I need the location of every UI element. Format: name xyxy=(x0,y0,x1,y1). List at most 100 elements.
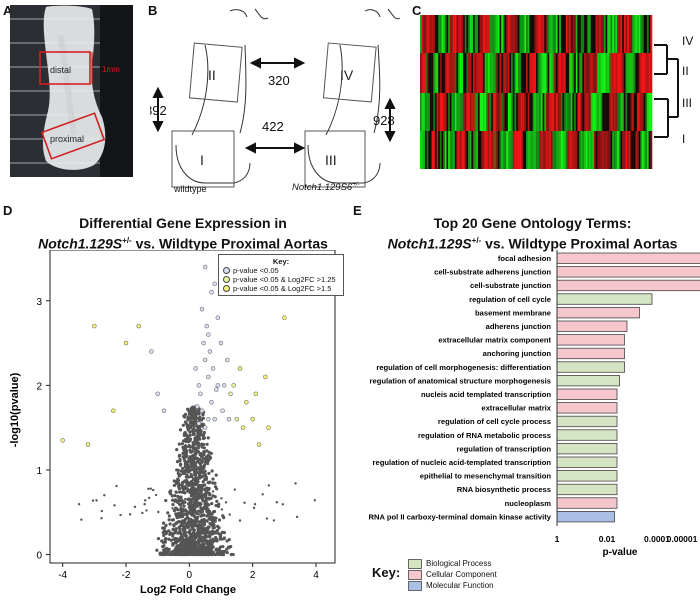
volcano-point-bg xyxy=(179,469,184,473)
volcano-point-bg xyxy=(222,531,226,535)
go-term-label: RNA biosynthetic process xyxy=(457,485,551,494)
volcano-point-bg xyxy=(198,462,202,466)
volcano-key-item-2: p-value <0.05 & Log2FC >1.25 xyxy=(233,275,336,284)
volcano-point xyxy=(240,425,246,430)
volcano-point-bg xyxy=(180,442,185,446)
heatmap-cell xyxy=(484,131,487,169)
volcano-point xyxy=(199,306,205,312)
heatmap-cell xyxy=(429,93,432,131)
heatmap-cell xyxy=(494,131,497,169)
go-term-label: nucleoplasm xyxy=(505,499,552,508)
heatmap-cell xyxy=(579,53,582,93)
heatmap-cell xyxy=(509,53,512,93)
key-dot-2 xyxy=(223,276,230,283)
heatmap-cell xyxy=(499,93,502,131)
heatmap-cell xyxy=(550,53,553,93)
volcano-point-bg xyxy=(183,420,188,424)
heatmap-cell xyxy=(579,15,582,53)
heatmap-cell xyxy=(420,93,422,131)
heatmap-cell xyxy=(434,15,437,53)
volcano-point-bg xyxy=(128,513,132,516)
volcano-point-bg xyxy=(164,550,169,554)
heatmap-cell xyxy=(501,53,504,93)
volcano-point-bg xyxy=(295,515,299,519)
heatmap-cell xyxy=(448,93,451,131)
volcano-point-bg xyxy=(185,407,190,411)
heatmap-cell xyxy=(491,15,494,53)
heatmap-cell xyxy=(564,15,567,53)
heatmap-cell xyxy=(637,131,640,169)
volcano-point-bg xyxy=(185,423,189,427)
heatmap-cell xyxy=(449,53,452,93)
region-label-iv: IV xyxy=(340,67,354,83)
volcano-point-bg xyxy=(221,552,225,556)
volcano-point-bg xyxy=(214,548,218,552)
heatmap-cell xyxy=(635,93,638,131)
volcano-y-tick-label: 0 xyxy=(36,551,42,562)
heatmap-cell xyxy=(492,15,495,53)
heatmap-cell xyxy=(517,131,520,169)
volcano-point-bg xyxy=(100,509,104,513)
heatmap-cell xyxy=(519,53,522,93)
heatmap-cell xyxy=(648,53,651,93)
heatmap-cell xyxy=(529,53,532,93)
mutant-label: Notch1.129S6+/- xyxy=(292,182,360,194)
heatmap-cell xyxy=(489,53,492,93)
heatmap-cell xyxy=(436,131,439,169)
heatmap-cell xyxy=(600,53,603,93)
go-term-label: regulation of anatomical structure morph… xyxy=(370,376,551,385)
heatmap-cell xyxy=(567,131,570,169)
heatmap-cell xyxy=(625,15,628,53)
volcano-point-bg xyxy=(281,503,284,506)
heatmap-cell xyxy=(552,15,555,53)
region-box-ii xyxy=(188,42,243,103)
volcano-point-bg xyxy=(193,524,197,528)
heatmap-cell xyxy=(647,93,649,131)
volcano-point-bg xyxy=(161,540,165,544)
heatmap-cell xyxy=(527,53,530,93)
heatmap-cell xyxy=(469,93,472,131)
volcano-point-bg xyxy=(178,428,183,432)
heatmap-cell xyxy=(420,131,422,169)
heatmap-cell xyxy=(555,15,558,53)
heatmap-cell xyxy=(484,93,487,131)
heatmap-cell xyxy=(478,15,480,53)
heatmap-cell xyxy=(598,53,601,93)
heatmap-cell xyxy=(444,93,447,131)
volcano-point-bg xyxy=(213,495,217,499)
volcano-point-bg xyxy=(172,531,177,535)
heatmap-cell xyxy=(496,93,499,131)
heatmap-cell xyxy=(643,131,646,169)
heatmap-cell xyxy=(600,131,603,169)
heatmap-cell xyxy=(555,93,558,131)
heatmap-cell xyxy=(617,53,620,93)
heatmap-cell xyxy=(458,93,461,131)
volcano-point-bg xyxy=(188,455,192,459)
volcano-point-bg xyxy=(191,489,195,493)
volcano-point xyxy=(202,357,208,363)
heatmap-cell xyxy=(484,15,487,53)
heatmap-cell xyxy=(473,15,475,53)
heatmap-cell xyxy=(431,93,434,131)
count-422: 422 xyxy=(262,119,284,134)
heatmap-cell xyxy=(524,15,527,53)
heatmap-cell xyxy=(479,131,482,169)
heatmap-cell xyxy=(443,15,446,53)
heatmap-cell xyxy=(531,93,533,131)
heatmap-cell xyxy=(453,93,456,131)
volcano-point-bg xyxy=(202,549,206,553)
heatmap-cell xyxy=(519,131,522,169)
heatmap-cell xyxy=(458,53,461,93)
heatmap-cell xyxy=(532,15,535,53)
volcano-point-bg xyxy=(238,519,242,522)
heatmap-cell xyxy=(592,53,595,93)
volcano-point-bg xyxy=(187,475,191,479)
volcano-point-bg xyxy=(177,483,182,487)
go-term-label: basement membrane xyxy=(475,308,551,317)
go-x-tick-label: 0.01 xyxy=(599,534,616,544)
panel-b-schematic: II I IV III 320 892 422 928 xyxy=(150,8,401,188)
go-bar xyxy=(556,388,618,400)
heatmap-cell xyxy=(645,53,648,93)
heatmap-cell xyxy=(622,15,625,53)
heatmap-cell xyxy=(554,15,557,53)
